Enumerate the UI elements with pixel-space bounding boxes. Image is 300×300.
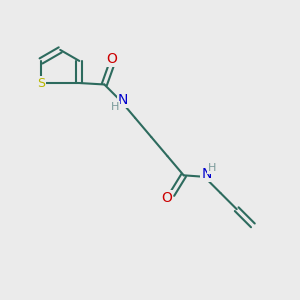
Text: O: O <box>106 52 117 66</box>
Text: N: N <box>202 167 212 181</box>
Text: H: H <box>208 163 217 173</box>
Text: O: O <box>161 191 172 205</box>
Text: H: H <box>110 102 119 112</box>
Text: S: S <box>37 76 45 89</box>
Text: N: N <box>118 93 128 107</box>
